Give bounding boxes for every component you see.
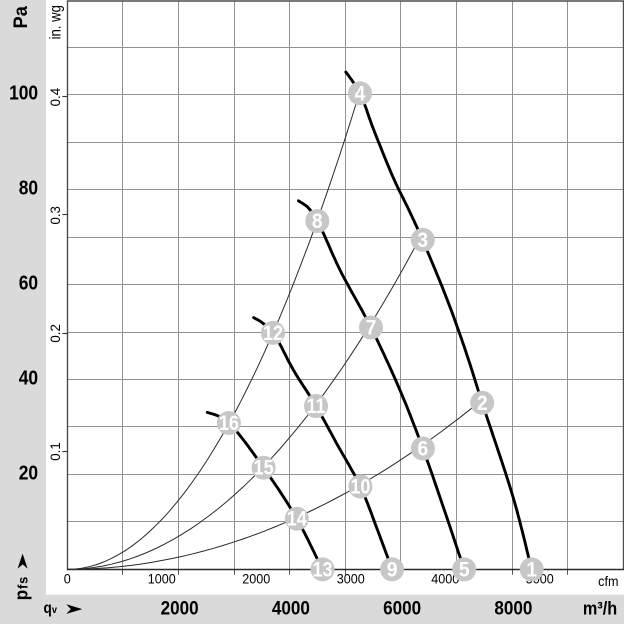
svg-text:60: 60 — [19, 271, 38, 293]
svg-text:cfm: cfm — [598, 573, 618, 589]
svg-text:0.3: 0.3 — [47, 206, 62, 224]
svg-text:8: 8 — [312, 210, 323, 233]
svg-text:1: 1 — [526, 559, 537, 582]
svg-text:2000: 2000 — [242, 571, 270, 587]
svg-text:100: 100 — [9, 82, 38, 104]
svg-text:4000: 4000 — [272, 598, 310, 619]
svg-text:0.2: 0.2 — [47, 324, 62, 342]
svg-text:0.4: 0.4 — [47, 87, 62, 106]
svg-text:11: 11 — [306, 395, 325, 419]
svg-text:20: 20 — [19, 461, 38, 483]
svg-text:4000: 4000 — [431, 571, 459, 587]
svg-text:0.1: 0.1 — [47, 442, 62, 460]
svg-text:2: 2 — [477, 392, 488, 415]
svg-text:5: 5 — [459, 559, 470, 582]
svg-text:Pa: Pa — [10, 6, 31, 29]
svg-text:12: 12 — [263, 322, 283, 346]
svg-text:3: 3 — [417, 229, 428, 252]
svg-text:16: 16 — [219, 412, 239, 436]
svg-text:pfs: pfs — [11, 576, 32, 600]
svg-text:m³/h: m³/h — [583, 598, 617, 619]
svg-text:13: 13 — [312, 558, 332, 582]
svg-text:6000: 6000 — [383, 598, 421, 619]
svg-text:1000: 1000 — [148, 571, 176, 587]
svg-text:15: 15 — [254, 456, 274, 480]
svg-text:4: 4 — [355, 83, 366, 106]
svg-text:0: 0 — [64, 571, 71, 587]
svg-text:qv: qv — [44, 600, 58, 617]
svg-text:10: 10 — [350, 475, 370, 499]
svg-text:14: 14 — [287, 507, 307, 531]
svg-text:40: 40 — [19, 366, 38, 388]
svg-text:9: 9 — [387, 559, 398, 582]
svg-text:7: 7 — [366, 317, 377, 340]
svg-text:6: 6 — [418, 438, 429, 461]
svg-text:2000: 2000 — [161, 598, 199, 619]
svg-text:8000: 8000 — [494, 598, 532, 619]
svg-text:80: 80 — [19, 176, 38, 198]
svg-text:3000: 3000 — [337, 571, 365, 587]
svg-text:in. wg: in. wg — [48, 5, 65, 39]
